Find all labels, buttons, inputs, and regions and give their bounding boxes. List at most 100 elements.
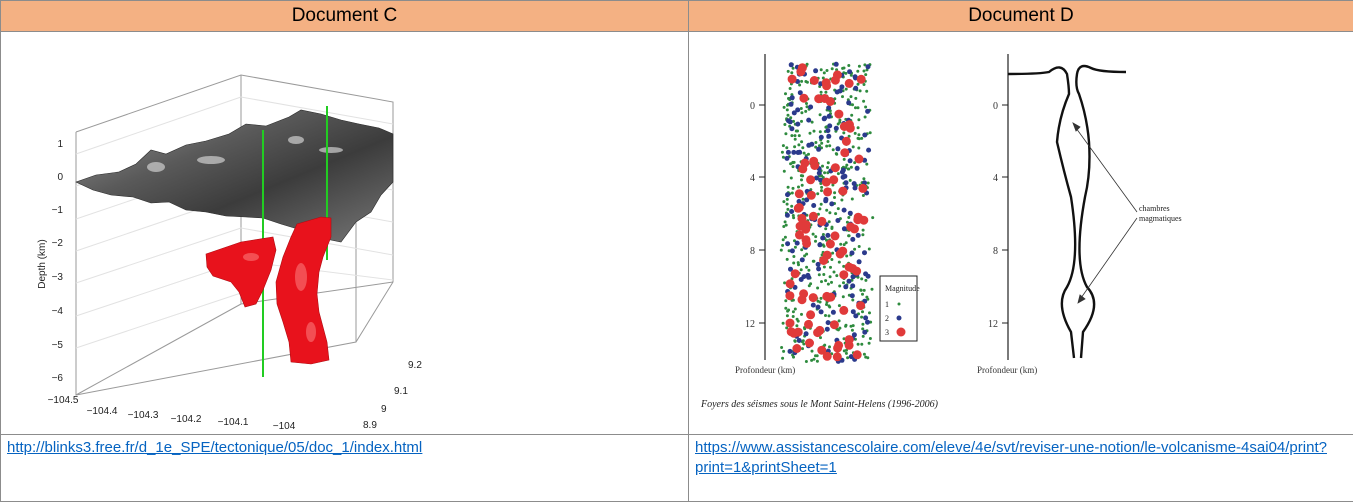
earthquake-focus	[861, 310, 864, 313]
y-tick: 9.2	[408, 360, 422, 371]
earthquake-focus	[820, 189, 823, 192]
earthquake-focus	[819, 130, 822, 133]
earthquake-focus	[823, 171, 826, 174]
earthquake-focus	[790, 95, 795, 100]
right-tick: 0	[993, 101, 998, 112]
z-tick: −3	[52, 272, 64, 283]
earthquake-focus	[839, 270, 848, 279]
earthquake-focus	[798, 63, 807, 72]
earthquake-focus	[828, 345, 831, 348]
earthquake-focus	[842, 131, 845, 134]
earthquake-focus	[783, 106, 786, 109]
earthquake-focus	[790, 134, 793, 137]
document-d-source-link[interactable]: https://www.assistancescolaire.com/eleve…	[695, 439, 1327, 476]
earthquake-focus	[823, 71, 826, 74]
earthquake-focus	[805, 266, 808, 269]
earthquake-focus	[797, 263, 800, 266]
earthquake-focus	[796, 150, 801, 155]
earthquake-focus	[784, 92, 787, 95]
earthquake-focus	[786, 208, 789, 211]
earthquake-focus	[800, 178, 803, 181]
earthquake-focus	[782, 322, 785, 325]
earthquake-focus	[814, 240, 817, 243]
left-tick: 4	[750, 173, 755, 184]
earthquake-focus	[853, 215, 862, 224]
earthquake-focus	[840, 199, 843, 202]
earthquake-focus	[826, 105, 831, 110]
earthquake-focus	[799, 289, 808, 298]
earthquake-focus	[790, 205, 793, 208]
earthquake-focus	[826, 134, 831, 139]
document-d-source-cell: https://www.assistancescolaire.com/eleve…	[689, 435, 1353, 502]
earthquake-focus	[812, 260, 815, 263]
earthquake-focus	[824, 293, 833, 302]
earthquake-focus	[787, 70, 790, 73]
earthquake-focus	[828, 144, 831, 147]
earthquake-focus	[791, 269, 800, 278]
earthquake-focus	[789, 87, 792, 90]
earthquake-focus	[805, 273, 810, 278]
earthquake-focus	[819, 113, 822, 116]
earthquake-focus	[800, 313, 803, 316]
earthquake-focus	[794, 308, 797, 311]
earthquake-focus	[865, 90, 868, 93]
earthquake-focus	[863, 83, 866, 86]
earthquake-focus	[852, 145, 855, 148]
earthquake-focus	[849, 179, 852, 182]
earthquake-focus	[786, 203, 789, 206]
earthquake-focus	[824, 227, 827, 230]
earthquake-focus	[820, 186, 823, 189]
earthquake-focus	[795, 241, 800, 246]
earthquake-focus	[800, 107, 803, 110]
earthquake-focus	[829, 201, 834, 206]
earthquake-focus	[859, 89, 862, 92]
z-tick: −1	[52, 205, 64, 216]
earthquake-focus	[809, 293, 818, 302]
earthquake-focus	[781, 357, 784, 360]
volcano-conduit	[1008, 66, 1126, 358]
earthquake-focus	[840, 148, 849, 157]
earthquake-focus	[800, 248, 803, 251]
x-tick: −104.1	[218, 417, 249, 428]
earthquake-focus	[845, 341, 854, 350]
earthquake-focus	[856, 301, 865, 310]
legend-title: Magnitude	[885, 284, 920, 293]
earthquake-focus	[811, 203, 816, 208]
earthquake-focus	[816, 147, 821, 152]
seismic-depth-figure: 0 4 8 12 Profondeur (km) Magnitude 1 2 3	[689, 32, 1352, 429]
y-tick: 8.9	[363, 420, 377, 429]
earthquake-focus	[831, 231, 840, 240]
earthquake-focus	[792, 262, 795, 265]
earthquake-focus	[837, 207, 840, 210]
earthquake-focus	[863, 315, 868, 320]
earthquake-focus	[842, 281, 845, 284]
earthquake-focus	[858, 137, 861, 140]
earthquake-focus	[845, 120, 854, 129]
earthquake-focus	[788, 75, 797, 84]
earthquake-focus	[851, 329, 854, 332]
document-c-source-link[interactable]: http://blinks3.free.fr/d_1e_SPE/tectoniq…	[7, 439, 422, 456]
earthquake-focus	[860, 277, 863, 280]
earthquake-focus	[864, 116, 867, 119]
earthquake-focus	[845, 255, 848, 258]
earthquake-focus	[819, 309, 824, 314]
right-axis-label: Profondeur (km)	[977, 365, 1037, 375]
earthquake-focus	[782, 200, 785, 203]
earthquake-focus	[833, 196, 836, 199]
earthquake-focus	[835, 218, 840, 223]
earthquake-focus	[809, 212, 818, 221]
earthquake-foci	[780, 62, 874, 364]
earthquake-focus	[862, 177, 865, 180]
earthquake-focus	[789, 209, 794, 214]
earthquake-focus	[853, 86, 858, 91]
earthquake-focus	[860, 316, 863, 319]
earthquake-focus	[806, 118, 811, 123]
earthquake-focus	[825, 209, 828, 212]
earthquake-focus	[797, 338, 802, 343]
x-tick: −104.3	[128, 410, 159, 421]
earthquake-focus	[866, 274, 871, 279]
earthquake-focus	[864, 279, 867, 282]
earthquake-focus	[785, 213, 790, 218]
document-c-figure-cell: 1 0 −1 −2 −3 −4 −5 −6 Depth (km) −104.5 …	[1, 32, 689, 435]
earthquake-focus	[871, 216, 874, 219]
